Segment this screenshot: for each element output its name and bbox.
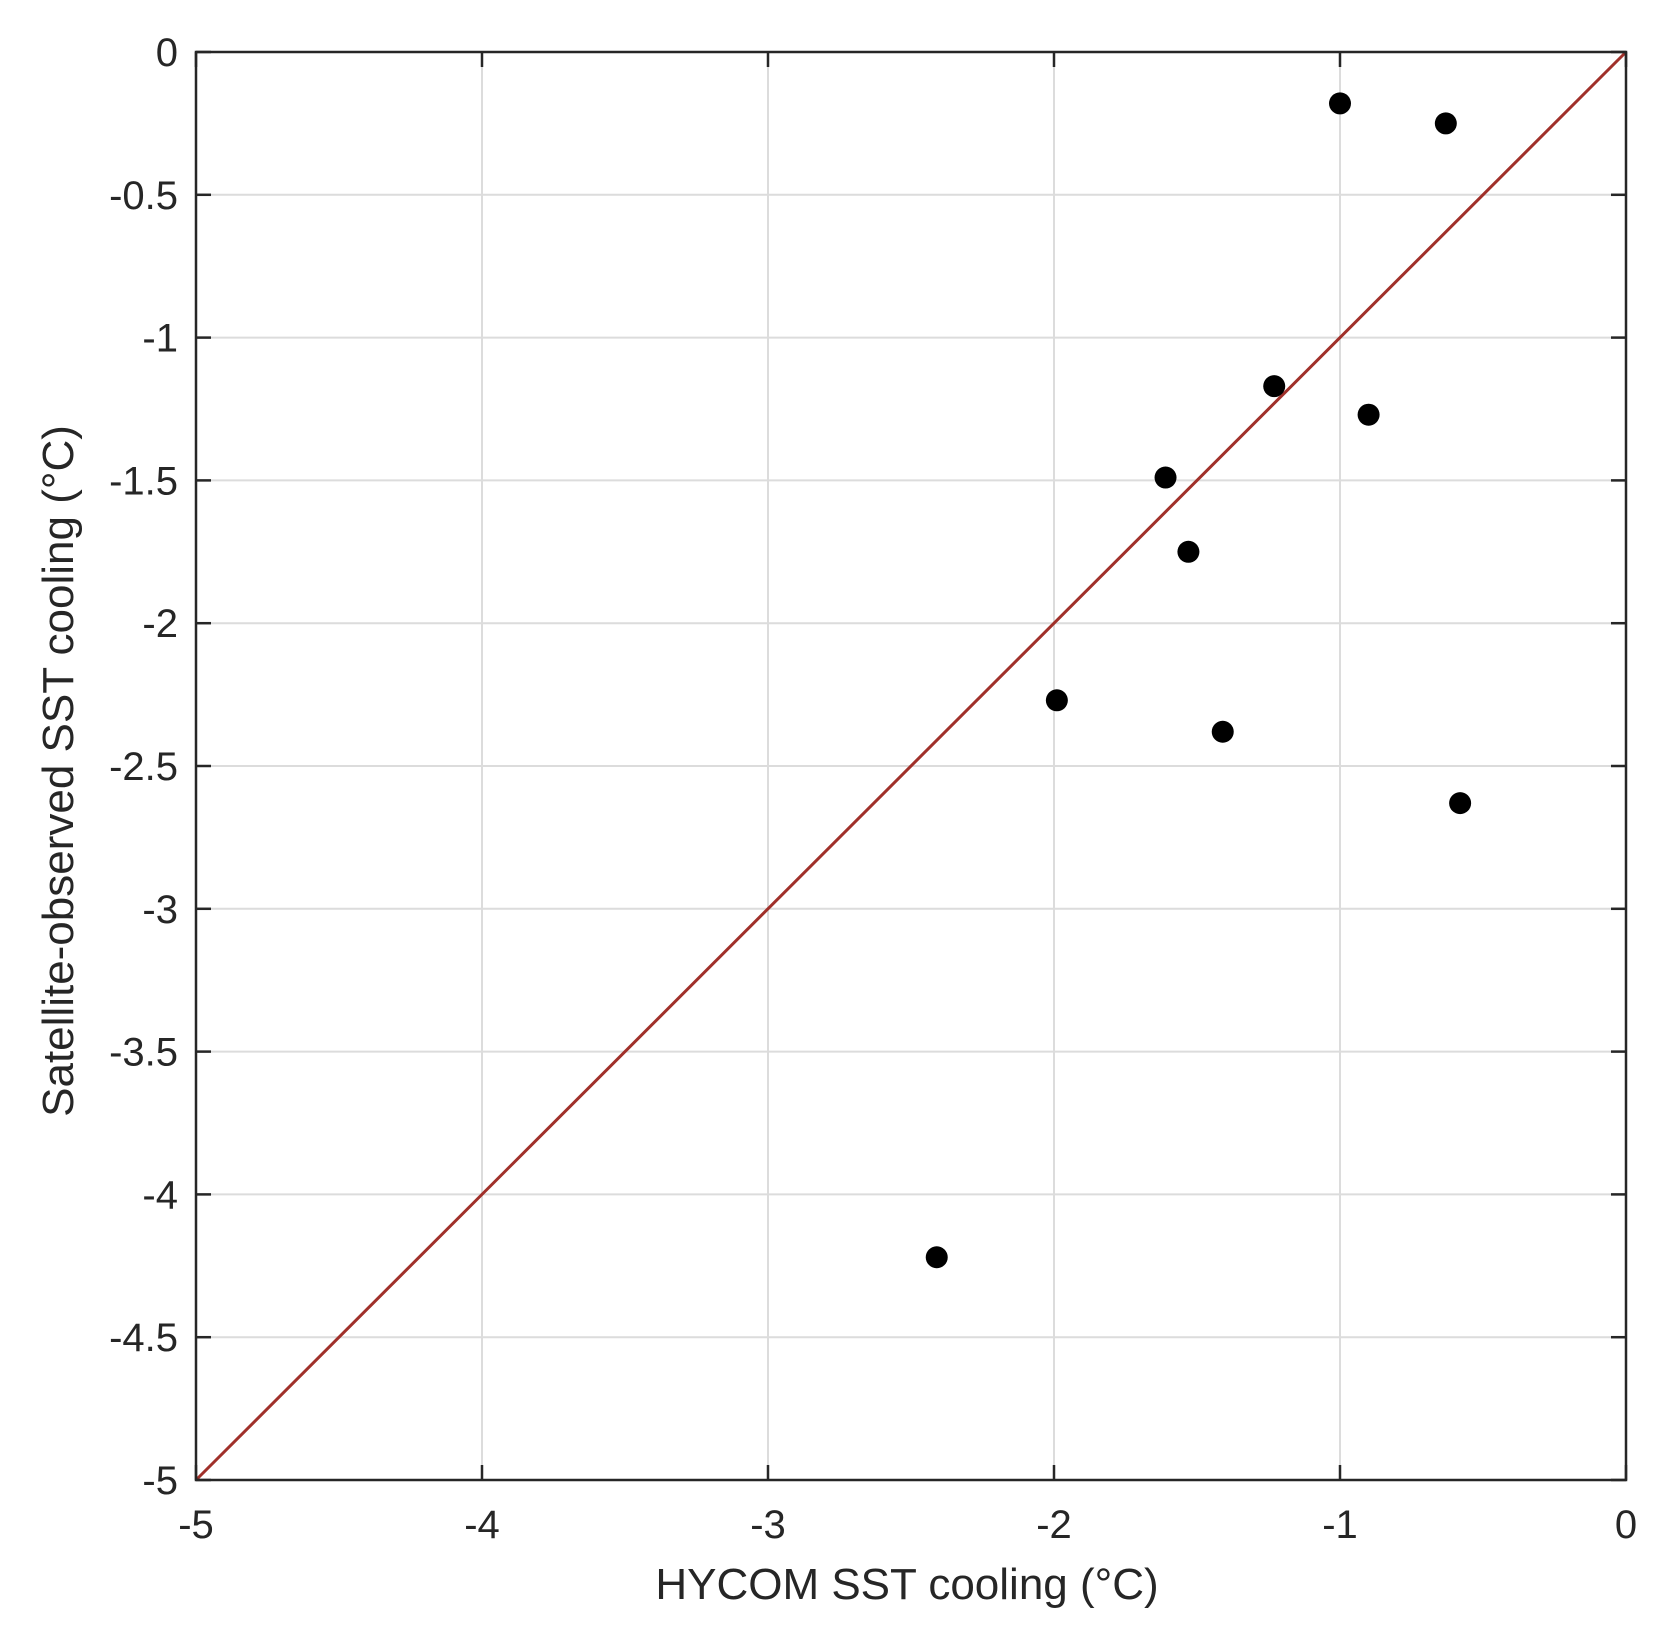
y-tick-labels: -5 -4.5 -4 -3.5 -3 -2.5 -2 -1.5 -1 -0.5 0 xyxy=(109,31,178,1503)
x-tick-label: -5 xyxy=(178,1503,214,1547)
y-tick-label: -2 xyxy=(142,602,178,646)
data-point xyxy=(1329,92,1351,115)
y-tick-label: -2.5 xyxy=(109,745,178,789)
y-tick-label: -3 xyxy=(142,888,178,932)
y-tick-label: -1.5 xyxy=(109,459,178,503)
data-point xyxy=(1154,466,1177,489)
y-axis-label: Satellite-observed SST cooling (°C) xyxy=(34,425,83,1117)
identity-reference-line xyxy=(194,50,1628,1482)
tick-marks xyxy=(194,50,1628,1482)
y-tick-label: -5 xyxy=(142,1459,178,1503)
x-tick-labels: -5 -4 -3 -2 -1 0 xyxy=(178,1503,1637,1547)
x-tick-label: 0 xyxy=(1615,1503,1637,1547)
data-point xyxy=(1434,112,1457,135)
data-points xyxy=(925,92,1472,1269)
data-point xyxy=(925,1246,948,1269)
data-point xyxy=(1045,689,1068,712)
x-tick-label: -1 xyxy=(1322,1503,1358,1547)
data-point xyxy=(1211,720,1234,743)
y-tick-label: -4 xyxy=(142,1173,178,1217)
data-point xyxy=(1263,375,1286,398)
data-point xyxy=(1357,403,1380,426)
y-tick-label: -3.5 xyxy=(109,1031,178,1075)
y-tick-label: -1 xyxy=(142,317,178,361)
y-tick-label: -0.5 xyxy=(109,174,178,218)
data-point xyxy=(1177,540,1200,563)
y-tick-label: 0 xyxy=(156,31,178,75)
data-point xyxy=(1449,792,1472,815)
x-axis-label: HYCOM SST cooling (°C) xyxy=(655,1560,1158,1609)
x-tick-label: -4 xyxy=(464,1503,500,1547)
reference-line-layer xyxy=(194,50,1628,1482)
x-tick-label: -3 xyxy=(750,1503,786,1547)
y-tick-label: -4.5 xyxy=(109,1316,178,1360)
x-tick-label: -2 xyxy=(1036,1503,1072,1547)
